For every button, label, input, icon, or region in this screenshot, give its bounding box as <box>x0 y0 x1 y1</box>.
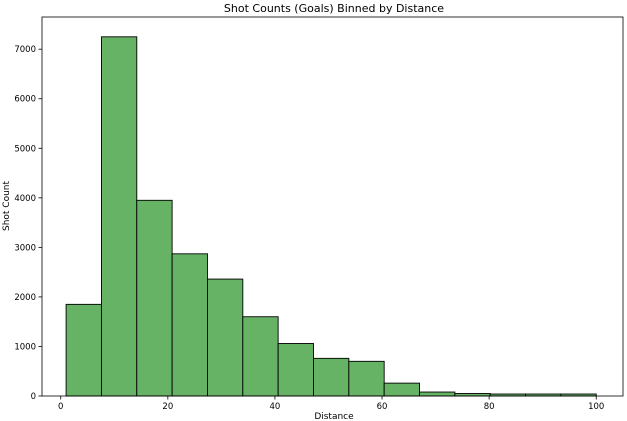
histogram-bar <box>348 360 385 397</box>
y-tick-label: 2000 <box>14 293 36 303</box>
y-tick-label: 7000 <box>14 45 36 55</box>
x-tick-label: 60 <box>377 402 388 412</box>
y-tick-label: 5000 <box>14 144 36 154</box>
histogram-bar <box>207 278 244 397</box>
y-axis-label: Shot Count <box>2 181 12 232</box>
y-tick-label: 6000 <box>14 95 36 105</box>
histogram-bar <box>171 253 208 397</box>
y-tick-label: 1000 <box>14 342 36 352</box>
y-tick-label: 0 <box>31 392 36 402</box>
histogram-bar <box>277 343 314 397</box>
bars-group <box>65 36 597 397</box>
y-tick-label: 4000 <box>14 194 36 204</box>
x-tick-label: 20 <box>162 402 173 412</box>
x-axis-label: Distance <box>314 412 354 421</box>
histogram-bar <box>65 303 102 397</box>
histogram-bar <box>136 199 173 397</box>
y-axis-ticks: 0 1000 2000 3000 4000 5000 6000 7000 <box>14 45 42 402</box>
histogram-bar <box>419 391 456 397</box>
histogram-bar <box>242 316 279 397</box>
plot-frame <box>41 16 624 397</box>
x-axis-ticks: 0 20 40 60 80 100 <box>58 396 604 412</box>
chart-title: Shot Counts (Goals) Binned by Distance <box>224 2 444 15</box>
histogram-bar <box>313 357 350 397</box>
y-tick-label: 3000 <box>14 243 36 253</box>
x-tick-label: 80 <box>484 402 495 412</box>
x-tick-label: 40 <box>270 402 281 412</box>
histogram-bar <box>383 382 420 397</box>
histogram-bar <box>100 36 138 397</box>
x-tick-label: 0 <box>58 402 63 412</box>
x-tick-label: 100 <box>588 402 604 412</box>
